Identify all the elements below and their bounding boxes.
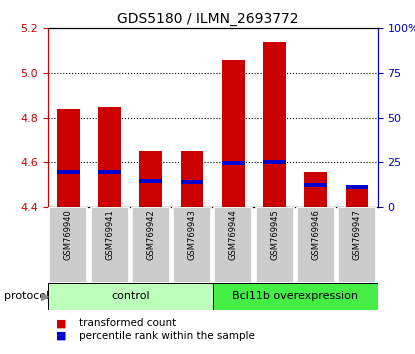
- Text: Bcl11b overexpression: Bcl11b overexpression: [232, 291, 358, 302]
- Bar: [173, 207, 211, 283]
- Text: percentile rank within the sample: percentile rank within the sample: [79, 331, 255, 341]
- Text: GSM769940: GSM769940: [64, 209, 73, 260]
- Bar: [305, 183, 327, 187]
- Bar: [139, 179, 162, 183]
- Text: GSM769946: GSM769946: [311, 209, 320, 260]
- Text: ■: ■: [56, 318, 66, 328]
- Bar: [57, 170, 80, 175]
- Text: protocol: protocol: [4, 291, 49, 302]
- Bar: [214, 207, 252, 283]
- Text: transformed count: transformed count: [79, 318, 176, 328]
- Bar: [181, 151, 203, 207]
- Text: GSM769943: GSM769943: [188, 209, 197, 260]
- Text: GSM769945: GSM769945: [270, 209, 279, 260]
- Bar: [297, 207, 335, 283]
- Bar: [346, 186, 369, 207]
- Text: control: control: [111, 291, 149, 302]
- Bar: [90, 207, 129, 283]
- Bar: [57, 109, 80, 207]
- Text: GSM769942: GSM769942: [146, 209, 155, 260]
- Bar: [139, 151, 162, 207]
- Bar: [98, 170, 121, 175]
- Bar: [256, 207, 293, 283]
- Bar: [305, 172, 327, 207]
- Bar: [338, 207, 376, 283]
- Bar: [98, 107, 121, 207]
- Text: GSM769947: GSM769947: [352, 209, 361, 260]
- Text: ▶: ▶: [41, 291, 49, 302]
- Bar: [263, 42, 286, 207]
- Bar: [49, 207, 87, 283]
- Bar: [132, 207, 170, 283]
- Bar: [222, 59, 245, 207]
- Bar: [48, 283, 213, 310]
- Text: GDS5180 / ILMN_2693772: GDS5180 / ILMN_2693772: [117, 12, 298, 27]
- Bar: [346, 184, 369, 189]
- Text: GSM769944: GSM769944: [229, 209, 238, 260]
- Bar: [181, 180, 203, 184]
- Bar: [222, 161, 245, 165]
- Text: ■: ■: [56, 331, 66, 341]
- Text: GSM769941: GSM769941: [105, 209, 114, 260]
- Bar: [263, 160, 286, 164]
- Bar: [213, 283, 378, 310]
